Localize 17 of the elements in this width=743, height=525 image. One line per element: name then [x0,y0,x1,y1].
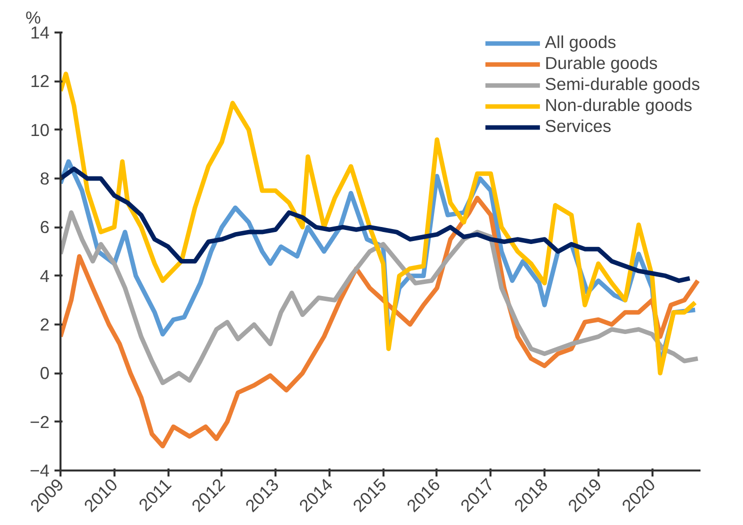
y-tick-label: 2 [40,314,50,334]
y-tick-label: 8 [40,168,50,188]
legend-label: All goods [544,32,616,53]
y-tick-label: 4 [40,266,50,286]
y-tick-label: 12 [30,71,50,92]
y-tick-label: 10 [30,120,50,140]
legend-label: Semi-durable goods [544,74,700,95]
line-series [60,72,698,376]
legend-label: Non-durable goods [544,95,692,116]
y-tick-label: −2 [30,412,50,432]
y-tick-label: 6 [40,217,50,238]
legend-label: Services [544,116,612,137]
y-tick-label: −4 [30,460,50,480]
y-tick-label: 0 [40,363,50,384]
line-series [60,210,700,386]
legend-label: Durable goods [544,53,658,74]
line-series [60,166,692,283]
